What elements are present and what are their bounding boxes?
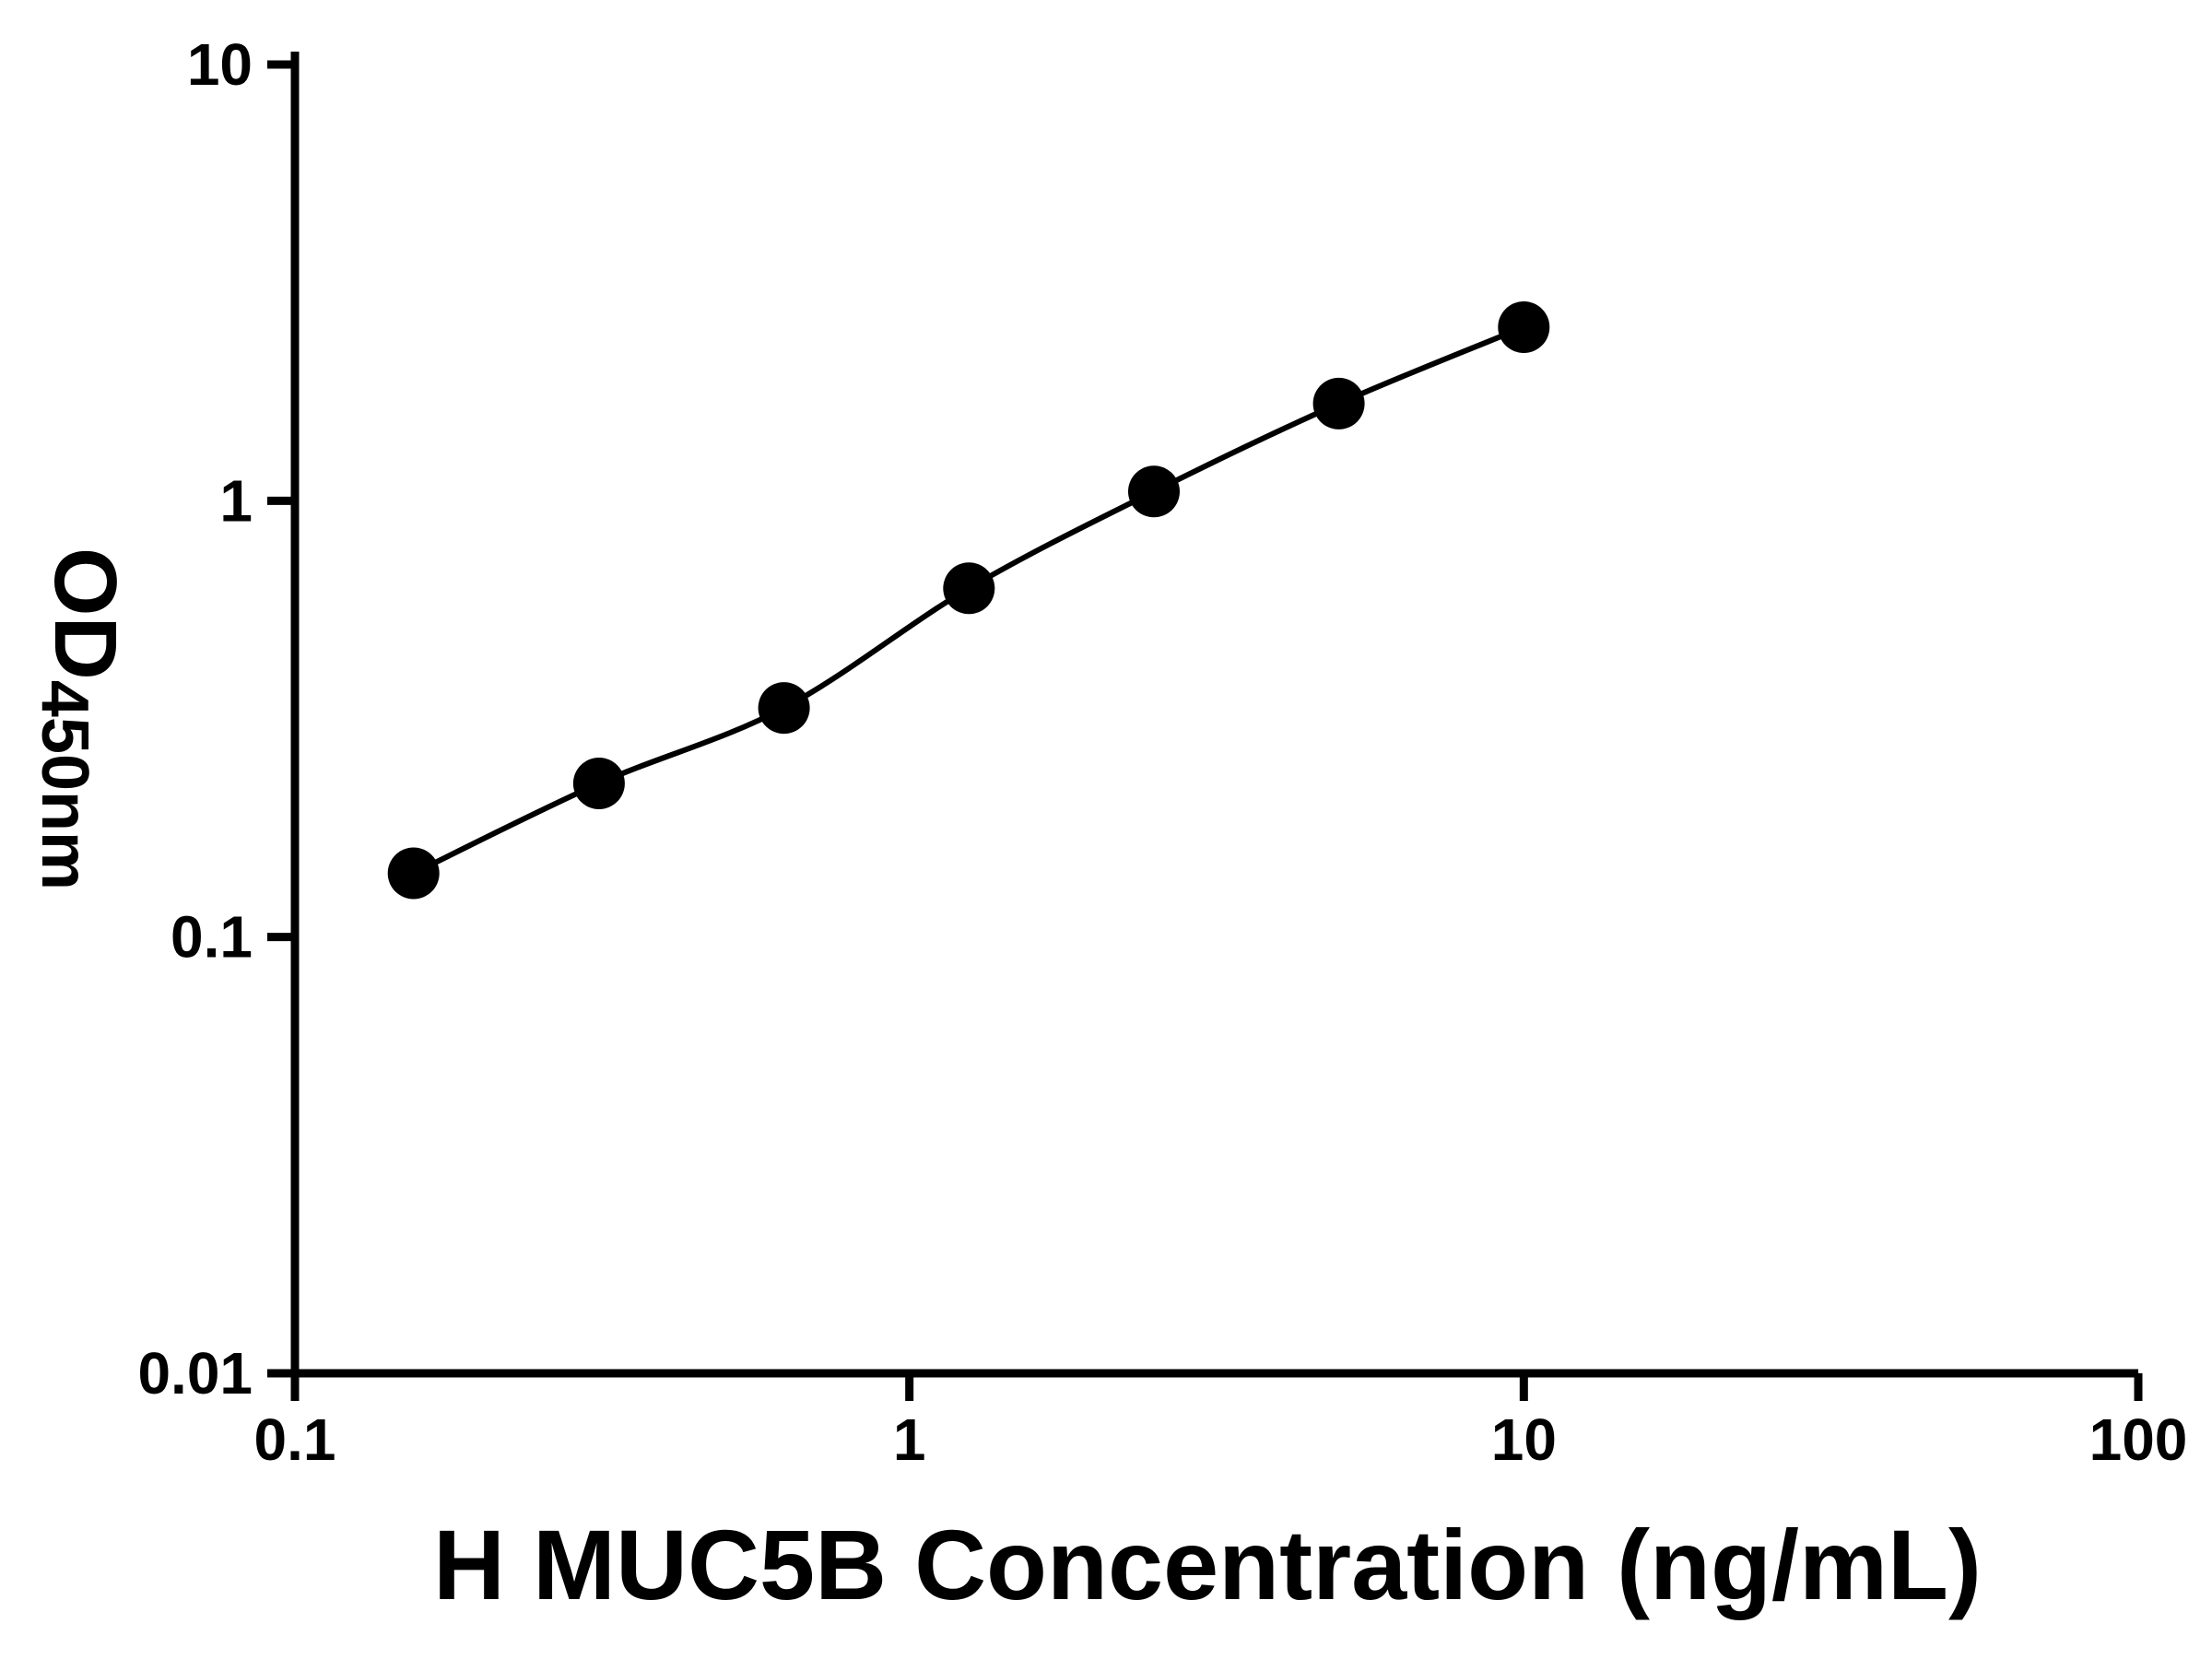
axes-spines — [290, 52, 2138, 1378]
data-point-marker-1 — [572, 758, 625, 809]
y-axis-title-subscript: 450nm — [28, 679, 101, 891]
y-tick-label-0.1: 0.1 — [171, 904, 253, 971]
data-point-marker-0 — [387, 847, 440, 900]
x-axis-title: H MUC5B Concentration (ng/mL) — [433, 1509, 1982, 1620]
data-point-marker-2 — [758, 682, 810, 735]
data-point-marker-3 — [943, 562, 995, 615]
data-point-marker-6 — [1498, 301, 1550, 353]
data-point-marker-4 — [1128, 465, 1180, 518]
y-tick-label-0.01: 0.01 — [137, 1340, 253, 1406]
x-tick-label-1: 1 — [893, 1406, 926, 1473]
data-point-marker-5 — [1312, 377, 1365, 429]
x-tick-label-0.1: 0.1 — [254, 1406, 336, 1473]
y-axis-title: OD450nm — [27, 547, 135, 890]
x-tick-label-10: 10 — [1491, 1406, 1557, 1473]
x-tick-label-100: 100 — [2089, 1406, 2188, 1473]
y-tick-label-10: 10 — [187, 31, 253, 98]
y-tick-label-1: 1 — [219, 467, 253, 534]
y-axis-title-main: OD — [36, 547, 135, 680]
